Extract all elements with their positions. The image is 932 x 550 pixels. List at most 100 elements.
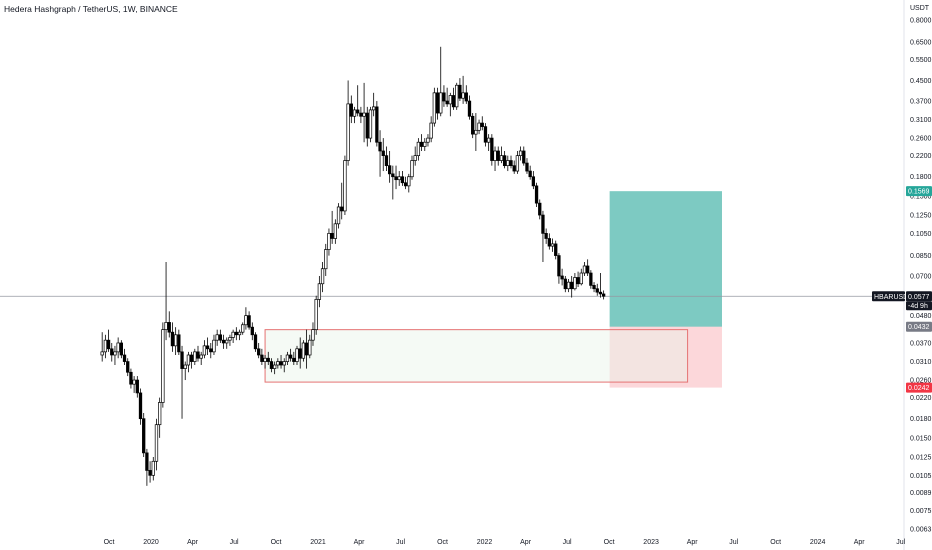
candle (135, 376, 139, 398)
candle (205, 337, 210, 355)
time-tick-label: 2023 (643, 539, 659, 546)
candle-body (397, 176, 401, 181)
candle (483, 123, 488, 147)
candle-body (106, 339, 111, 350)
candle-body (218, 334, 223, 341)
candle (598, 273, 603, 298)
candle (301, 340, 306, 362)
candle-body (378, 141, 382, 152)
candle-body (538, 202, 542, 216)
candle (592, 282, 596, 293)
candle (439, 46, 443, 117)
candle (554, 240, 558, 260)
candle (471, 113, 475, 139)
currency-label: USDT (910, 5, 930, 12)
candle (349, 95, 353, 124)
price-tick-label: 0.0700 (910, 273, 932, 280)
price-tick-label: 0.0150 (910, 435, 932, 442)
candle (298, 337, 302, 369)
candle-body (317, 283, 322, 300)
candle (490, 134, 494, 166)
candle-body (119, 342, 123, 356)
candle-body (474, 129, 478, 135)
price-tick-label: 0.3700 (910, 99, 932, 106)
countdown-badge: -4d 9h (906, 301, 932, 311)
candle (509, 155, 513, 169)
candle (515, 150, 520, 174)
candle-body (135, 379, 139, 394)
candle-body (592, 285, 596, 290)
time-tick-label: 2020 (143, 539, 159, 546)
candle-body (225, 339, 229, 344)
price-tick-label: 0.0850 (910, 253, 932, 260)
candle-body (563, 278, 567, 290)
candle (269, 358, 274, 373)
candle (451, 87, 456, 110)
candle-body (158, 402, 162, 426)
candle (170, 322, 175, 352)
countdown-badge-bg (906, 301, 932, 311)
demand-zone[interactable] (264, 329, 689, 383)
candle (106, 329, 111, 352)
candle (228, 334, 232, 346)
candle-body (525, 162, 529, 172)
candle-body (292, 357, 296, 362)
candle (116, 337, 120, 359)
candle (279, 354, 283, 369)
candle-body (324, 249, 328, 270)
candle-body (362, 112, 366, 117)
candle (161, 322, 165, 408)
target-price-badge: 0.1569 (906, 186, 932, 197)
candle (273, 361, 277, 375)
candle (340, 182, 344, 220)
candle-body (333, 223, 337, 239)
candle-body (113, 351, 117, 356)
candle-body (193, 351, 197, 362)
candle (525, 158, 529, 174)
candle-body (154, 424, 159, 462)
candle (522, 146, 526, 166)
candle-body (496, 150, 500, 161)
candle-body (221, 339, 226, 344)
price-tick-label: 0.2600 (910, 136, 932, 143)
candle (314, 295, 318, 335)
candle (557, 253, 561, 284)
candle (474, 113, 478, 151)
candle-body (493, 150, 497, 161)
stop-price-badge: 0.0242 (906, 382, 932, 393)
candle (534, 182, 539, 207)
price-tick-label: 0.2200 (910, 153, 932, 160)
price-tick-label: 0.3100 (910, 117, 932, 124)
candle (212, 334, 216, 355)
candle-body (330, 233, 334, 239)
candle-body (416, 141, 421, 157)
candle-body (167, 322, 171, 333)
long-position-tool[interactable] (609, 191, 722, 388)
candle (276, 358, 280, 369)
candle-body (183, 364, 187, 369)
candle-body (407, 176, 411, 187)
candle-body (448, 95, 452, 105)
candle-body (595, 288, 599, 293)
time-tick-label: Jul (230, 539, 239, 546)
candle (183, 361, 187, 381)
candle-body (455, 84, 459, 108)
candle-body (269, 361, 274, 369)
candle (426, 134, 430, 147)
candle (266, 351, 270, 366)
candle-body (381, 150, 385, 157)
candle (164, 261, 168, 341)
candle-body (471, 115, 475, 135)
candle (221, 334, 226, 349)
price-tick-label: 0.0063 (910, 527, 932, 534)
candle-body (209, 348, 213, 353)
candle (122, 348, 127, 366)
candle-body (110, 348, 114, 356)
candle (512, 160, 516, 174)
candle-body (237, 331, 242, 336)
candle-body (586, 265, 590, 274)
candle-body (384, 155, 389, 167)
candle (493, 146, 497, 172)
symbol-badge-bg (872, 291, 905, 302)
